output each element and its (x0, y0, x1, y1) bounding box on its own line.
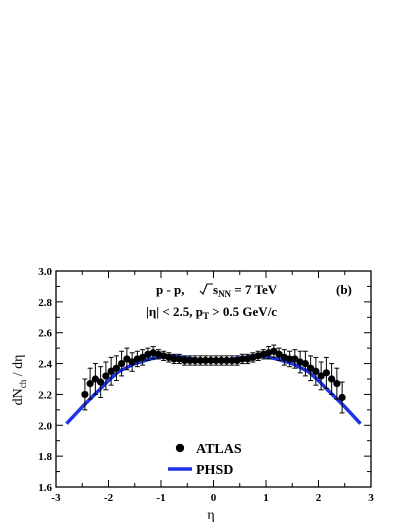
atlas-point (81, 390, 89, 399)
atlas-point (191, 356, 199, 365)
y-tick-label: 3.0 (38, 266, 52, 278)
atlas-point (128, 358, 136, 366)
legend: ATLAS PHSD (168, 442, 242, 478)
legend-phsd-label: PHSD (196, 463, 233, 478)
x-tick-label: -3 (51, 492, 61, 504)
atlas-point (196, 356, 204, 365)
x-tick-label: 3 (368, 492, 374, 504)
x-tick-label: 0 (211, 492, 217, 504)
atlas-point (91, 375, 99, 383)
atlas-point (202, 356, 210, 365)
legend-atlas-label: ATLAS (196, 442, 242, 457)
atlas-point (307, 364, 315, 372)
atlas-point (123, 355, 131, 363)
y-tick-label: 1.8 (38, 451, 52, 463)
atlas-point (275, 350, 283, 358)
phsd-curve (65, 354, 362, 425)
x-tick-label: 2 (316, 492, 322, 504)
x-tick-label: -2 (104, 492, 114, 504)
atlas-point (97, 378, 105, 386)
atlas-point (118, 359, 126, 368)
atlas-point (328, 375, 336, 383)
y-tick-label: 2.2 (38, 389, 52, 401)
atlas-point (317, 372, 325, 380)
atlas-point (301, 359, 309, 368)
atlas-point (322, 369, 330, 377)
x-tick-labels: -3 -2 -1 0 1 2 3 (51, 492, 374, 504)
atlas-point (181, 356, 189, 365)
atlas-point (223, 356, 231, 365)
atlas-point (238, 355, 246, 363)
annotation-system-label: p - p, (156, 282, 185, 297)
axis-ticks (55, 270, 372, 488)
atlas-point (217, 356, 225, 365)
atlas-point (107, 367, 115, 375)
atlas-point (86, 380, 94, 388)
atlas-point (207, 356, 215, 365)
y-tick-label: 2.4 (38, 359, 52, 371)
y-tick-label: 2.0 (38, 420, 52, 432)
atlas-point (139, 353, 147, 361)
y-tick-label: 2.6 (38, 328, 52, 340)
atlas-point (312, 367, 320, 375)
y-axis-title: dNch / dη (11, 355, 28, 406)
y-tick-label: 1.6 (38, 482, 52, 494)
atlas-point (286, 355, 294, 363)
atlas-point (170, 355, 178, 363)
atlas-series (81, 344, 346, 414)
atlas-point (102, 372, 110, 380)
x-axis-title: η (207, 508, 214, 523)
y-tick-label: 2.8 (38, 297, 52, 309)
atlas-point (228, 356, 236, 365)
panel-label: (b) (336, 282, 352, 297)
atlas-point (270, 347, 278, 355)
y-tick-labels: 1.6 1.8 2.0 2.2 2.4 2.6 2.8 3.0 (38, 266, 52, 494)
phsd-series (65, 354, 362, 425)
sqrt-symbol (199, 283, 213, 295)
atlas-point (333, 380, 341, 388)
atlas-point (186, 356, 194, 365)
atlas-point (112, 364, 120, 372)
legend-atlas-marker (175, 443, 185, 453)
annotation-system: p - p, sNN = 7 TeV (156, 282, 278, 299)
atlas-point (291, 355, 299, 363)
annotation-cuts: |η| < 2.5, pT > 0.5 GeV/c (146, 304, 277, 321)
atlas-point (212, 356, 220, 365)
atlas-point (338, 393, 346, 402)
x-tick-label: 1 (263, 492, 269, 504)
x-tick-label: -1 (156, 492, 165, 504)
svg-text:p - p,: p - p, (156, 282, 185, 297)
svg-text:sNN = 7 TeV: sNN = 7 TeV (213, 282, 278, 299)
